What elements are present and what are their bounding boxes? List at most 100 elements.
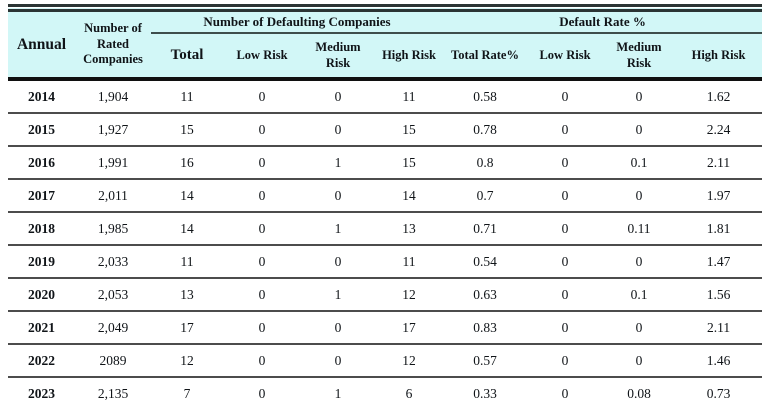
year-cell: 2015 [8,112,75,146]
year-cell: 2019 [8,244,75,278]
defaulting-high-risk-cell: 15 [375,145,443,179]
defaulting-total-cell: 13 [151,277,223,311]
header-annual: Annual [8,8,75,81]
medium-risk-rate-cell: 0 [603,112,675,146]
header-low-risk-rate: Low Risk [527,33,603,81]
header-sub-row: Total Low Risk Medium Risk High Risk Tot… [8,33,763,81]
defaulting-total-cell: 17 [151,310,223,344]
defaulting-low-risk-cell: 0 [223,79,301,113]
year-cell: 2022 [8,343,75,377]
defaulting-low-risk-cell: 0 [223,112,301,146]
rated-companies-cell: 2,049 [75,310,151,344]
defaulting-total-cell: 14 [151,178,223,212]
defaulting-total-cell: 11 [151,244,223,278]
defaulting-total-cell: 11 [151,79,223,113]
medium-risk-rate-cell: 0 [603,310,675,344]
defaulting-medium-risk-cell: 1 [301,376,375,401]
rated-companies-cell: 1,991 [75,145,151,179]
high-risk-rate-cell: 1.62 [675,79,763,113]
rated-companies-cell: 2,053 [75,277,151,311]
medium-risk-rate-cell: 0 [603,178,675,212]
table-row: 2021 2,049 17 0 0 17 0.83 0 0 2.11 [8,310,763,344]
defaulting-high-risk-cell: 11 [375,79,443,113]
rated-companies-cell: 2,033 [75,244,151,278]
header-low-risk-count: Low Risk [223,33,301,81]
defaulting-low-risk-cell: 0 [223,277,301,311]
low-risk-rate-cell: 0 [527,79,603,113]
header-medium-risk-count: Medium Risk [301,33,375,81]
high-risk-rate-cell: 2.11 [675,145,763,179]
defaulting-medium-risk-cell: 1 [301,145,375,179]
high-risk-rate-cell: 0.73 [675,376,763,401]
defaulting-high-risk-cell: 13 [375,211,443,245]
header-medium-risk-rate: Medium Risk [603,33,675,81]
rated-companies-cell: 1,904 [75,79,151,113]
defaulting-high-risk-cell: 11 [375,244,443,278]
high-risk-rate-cell: 2.11 [675,310,763,344]
total-rate-cell: 0.57 [443,343,527,377]
table-row: 2019 2,033 11 0 0 11 0.54 0 0 1.47 [8,244,763,278]
low-risk-rate-cell: 0 [527,211,603,245]
defaulting-medium-risk-cell: 0 [301,310,375,344]
low-risk-rate-cell: 0 [527,310,603,344]
defaulting-high-risk-cell: 17 [375,310,443,344]
year-cell: 2014 [8,79,75,113]
defaulting-low-risk-cell: 0 [223,244,301,278]
high-risk-rate-cell: 2.24 [675,112,763,146]
medium-risk-rate-cell: 0.11 [603,211,675,245]
header-total: Total [151,33,223,81]
table-row: 2017 2,011 14 0 0 14 0.7 0 0 1.97 [8,178,763,212]
defaulting-low-risk-cell: 0 [223,178,301,212]
table-row: 2015 1,927 15 0 0 15 0.78 0 0 2.24 [8,112,763,146]
defaulting-medium-risk-cell: 0 [301,244,375,278]
header-high-risk-count: High Risk [375,33,443,81]
table-row: 2018 1,985 14 0 1 13 0.71 0 0.11 1.81 [8,211,763,245]
medium-risk-rate-cell: 0.1 [603,277,675,311]
low-risk-rate-cell: 0 [527,376,603,401]
medium-risk-rate-cell: 0 [603,244,675,278]
year-cell: 2018 [8,211,75,245]
total-rate-cell: 0.78 [443,112,527,146]
defaulting-total-cell: 12 [151,343,223,377]
defaulting-low-risk-cell: 0 [223,343,301,377]
header-group-defaulting-companies: Number of Defaulting Companies [151,8,443,34]
defaulting-high-risk-cell: 14 [375,178,443,212]
defaulting-medium-risk-cell: 1 [301,277,375,311]
defaulting-low-risk-cell: 0 [223,376,301,401]
defaulting-medium-risk-cell: 0 [301,79,375,113]
high-risk-rate-cell: 1.46 [675,343,763,377]
defaulting-medium-risk-cell: 0 [301,178,375,212]
year-cell: 2023 [8,376,75,401]
total-rate-cell: 0.83 [443,310,527,344]
total-rate-cell: 0.54 [443,244,527,278]
defaulting-total-cell: 7 [151,376,223,401]
annual-default-rate-table: Annual Number of Rated Companies Number … [8,4,763,401]
total-rate-cell: 0.58 [443,79,527,113]
rated-companies-cell: 1,985 [75,211,151,245]
defaulting-low-risk-cell: 0 [223,211,301,245]
table-row: 2016 1,991 16 0 1 15 0.8 0 0.1 2.11 [8,145,763,179]
high-risk-rate-cell: 1.81 [675,211,763,245]
header-total-rate: Total Rate% [443,33,527,81]
header-rated-companies: Number of Rated Companies [75,8,151,81]
high-risk-rate-cell: 1.56 [675,277,763,311]
total-rate-cell: 0.8 [443,145,527,179]
defaulting-total-cell: 16 [151,145,223,179]
low-risk-rate-cell: 0 [527,112,603,146]
table-body: 2014 1,904 11 0 0 11 0.58 0 0 1.62 2015 1,927 15 0 0 15… [8,79,763,401]
header-high-risk-rate: High Risk [675,33,763,81]
medium-risk-rate-cell: 0 [603,79,675,113]
low-risk-rate-cell: 0 [527,277,603,311]
rated-companies-cell: 1,927 [75,112,151,146]
defaulting-high-risk-cell: 12 [375,277,443,311]
year-cell: 2017 [8,178,75,212]
year-cell: 2020 [8,277,75,311]
high-risk-rate-cell: 1.97 [675,178,763,212]
table-row: 2022 2089 12 0 0 12 0.57 0 0 1.46 [8,343,763,377]
table-row: 2023 2,135 7 0 1 6 0.33 0 0.08 0.73 [8,376,763,401]
table-row: 2014 1,904 11 0 0 11 0.58 0 0 1.62 [8,79,763,113]
table-header: Annual Number of Rated Companies Number … [8,8,763,81]
year-cell: 2021 [8,310,75,344]
year-cell: 2016 [8,145,75,179]
